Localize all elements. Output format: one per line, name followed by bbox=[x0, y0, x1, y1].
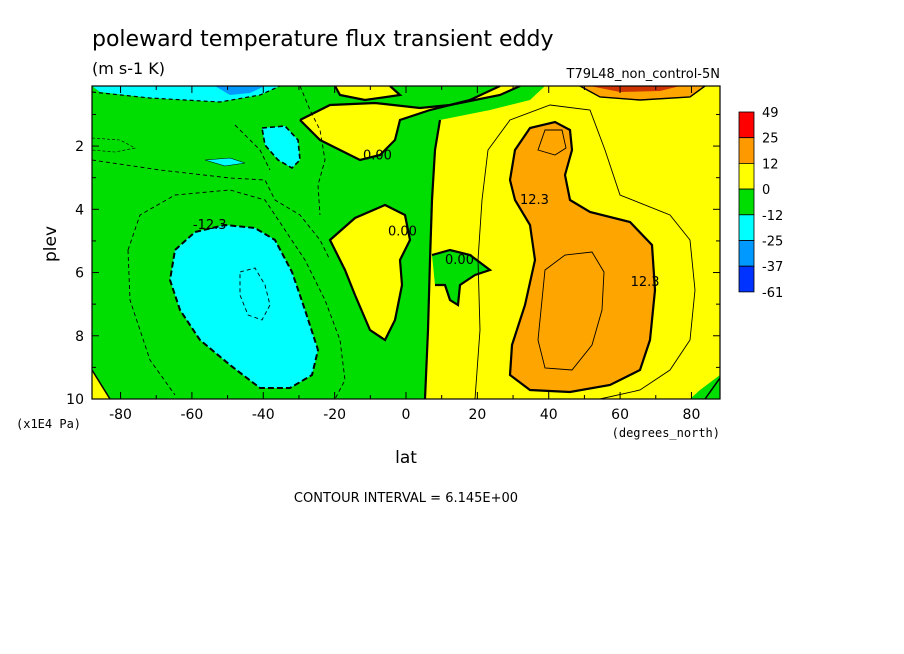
x-axis-label: lat bbox=[395, 448, 417, 468]
legend-label: 25 bbox=[762, 132, 779, 147]
contour-zero-br bbox=[704, 377, 720, 399]
contour-zero-vertical bbox=[423, 119, 442, 399]
x-tick-label: 40 bbox=[540, 407, 558, 423]
contour-zero-intrusion bbox=[431, 248, 493, 307]
contour-lines bbox=[92, 86, 720, 399]
contour-neg-outer5 bbox=[299, 86, 326, 216]
fill-cyan-fleck bbox=[204, 157, 246, 167]
x-tick-label: 0 bbox=[402, 407, 411, 423]
contour-neg-inner bbox=[239, 267, 271, 321]
x-tick-label: 20 bbox=[468, 407, 486, 423]
legend-label: 0 bbox=[762, 183, 770, 198]
legend-label: 12 bbox=[762, 157, 779, 172]
chart-title: poleward temperature flux transient eddy bbox=[92, 27, 554, 52]
legend-swatch bbox=[738, 188, 755, 216]
contour-label: 0.00 bbox=[363, 149, 392, 164]
contour-label: 0.00 bbox=[445, 253, 474, 268]
contour-fills bbox=[92, 86, 720, 399]
fill-red-top bbox=[590, 86, 680, 92]
color-legend: 49 25 12 0 -12 -25 -37 -61 bbox=[738, 106, 783, 301]
contour-pos-inner2 bbox=[537, 251, 605, 371]
legend-swatch bbox=[738, 111, 755, 139]
contour-12-3 bbox=[508, 120, 657, 394]
contour-interval: CONTOUR INTERVAL = 6.145E+00 bbox=[294, 491, 518, 506]
x-tick-label: -60 bbox=[180, 407, 203, 423]
fill-cyan-small bbox=[262, 126, 300, 168]
legend-label: -37 bbox=[762, 260, 783, 275]
legend-swatch bbox=[738, 265, 755, 293]
legend-swatch bbox=[738, 162, 755, 190]
fill-orange bbox=[510, 122, 655, 392]
x-tick-label: 60 bbox=[611, 407, 629, 423]
contour-label: -12.3 bbox=[193, 218, 227, 233]
chart-units: (m s-1 K) bbox=[92, 59, 165, 78]
legend-label: -61 bbox=[762, 286, 783, 301]
contour-pos-outer bbox=[474, 104, 696, 399]
x-axis: -80 -60 -40 -20 0 20 40 60 80 bbox=[109, 86, 700, 423]
fill-green-intrusion bbox=[432, 250, 490, 305]
y-tick-label: 6 bbox=[75, 266, 84, 282]
contour-zero-top bbox=[334, 86, 403, 102]
x-tick-label: -40 bbox=[252, 407, 275, 423]
fill-green-fleck1 bbox=[92, 137, 136, 153]
contour-neg-outer1 bbox=[127, 189, 346, 399]
fill-yellow-mid bbox=[330, 205, 410, 340]
contour-labels: 0.00 0.00 0.00 -12.3 12.3 12.3 bbox=[193, 149, 660, 290]
y-axis-units: (x1E4 Pa) bbox=[16, 417, 81, 431]
contour-neg-top bbox=[92, 86, 281, 103]
contour-neg-12-3 bbox=[168, 223, 320, 389]
x-axis-units: (degrees_north) bbox=[612, 426, 720, 440]
y-tick-label: 10 bbox=[66, 392, 84, 408]
contour-pos-top bbox=[579, 86, 706, 101]
x-tick-label: -20 bbox=[323, 407, 346, 423]
contour-zero-mid bbox=[328, 203, 412, 342]
dataset-label: T79L48_non_control-5N bbox=[566, 67, 720, 82]
legend-swatch bbox=[738, 214, 755, 241]
contour-zero-upper2 bbox=[299, 86, 501, 162]
y-tick-label: 8 bbox=[75, 329, 84, 345]
x-tick-label: 80 bbox=[683, 407, 701, 423]
contour-label: 12.3 bbox=[520, 193, 549, 208]
contour-neg-outer2 bbox=[127, 249, 176, 396]
y-tick-label: 2 bbox=[75, 139, 84, 155]
y-tick-label: 4 bbox=[75, 202, 84, 218]
legend-label: -12 bbox=[762, 209, 783, 224]
x-tick-label: -80 bbox=[109, 407, 132, 423]
legend-swatch bbox=[738, 240, 755, 267]
legend-swatch bbox=[738, 137, 755, 164]
contour-label: 0.00 bbox=[388, 224, 417, 239]
y-axis: 2 4 6 8 10 bbox=[66, 113, 720, 408]
contour-pos-inner1 bbox=[537, 129, 567, 156]
contour-neg-outer4 bbox=[234, 124, 271, 171]
y-axis-label: plev bbox=[41, 226, 61, 262]
contour-neg-small bbox=[261, 125, 301, 169]
contour-zero-bl bbox=[92, 369, 111, 399]
contour-label: 12.3 bbox=[631, 275, 660, 290]
contour-neg-outer3 bbox=[92, 159, 331, 261]
fill-cyan-main bbox=[170, 225, 318, 388]
legend-label: 49 bbox=[762, 106, 779, 121]
contour-zero-upper bbox=[299, 86, 521, 121]
legend-label: -25 bbox=[762, 235, 783, 250]
